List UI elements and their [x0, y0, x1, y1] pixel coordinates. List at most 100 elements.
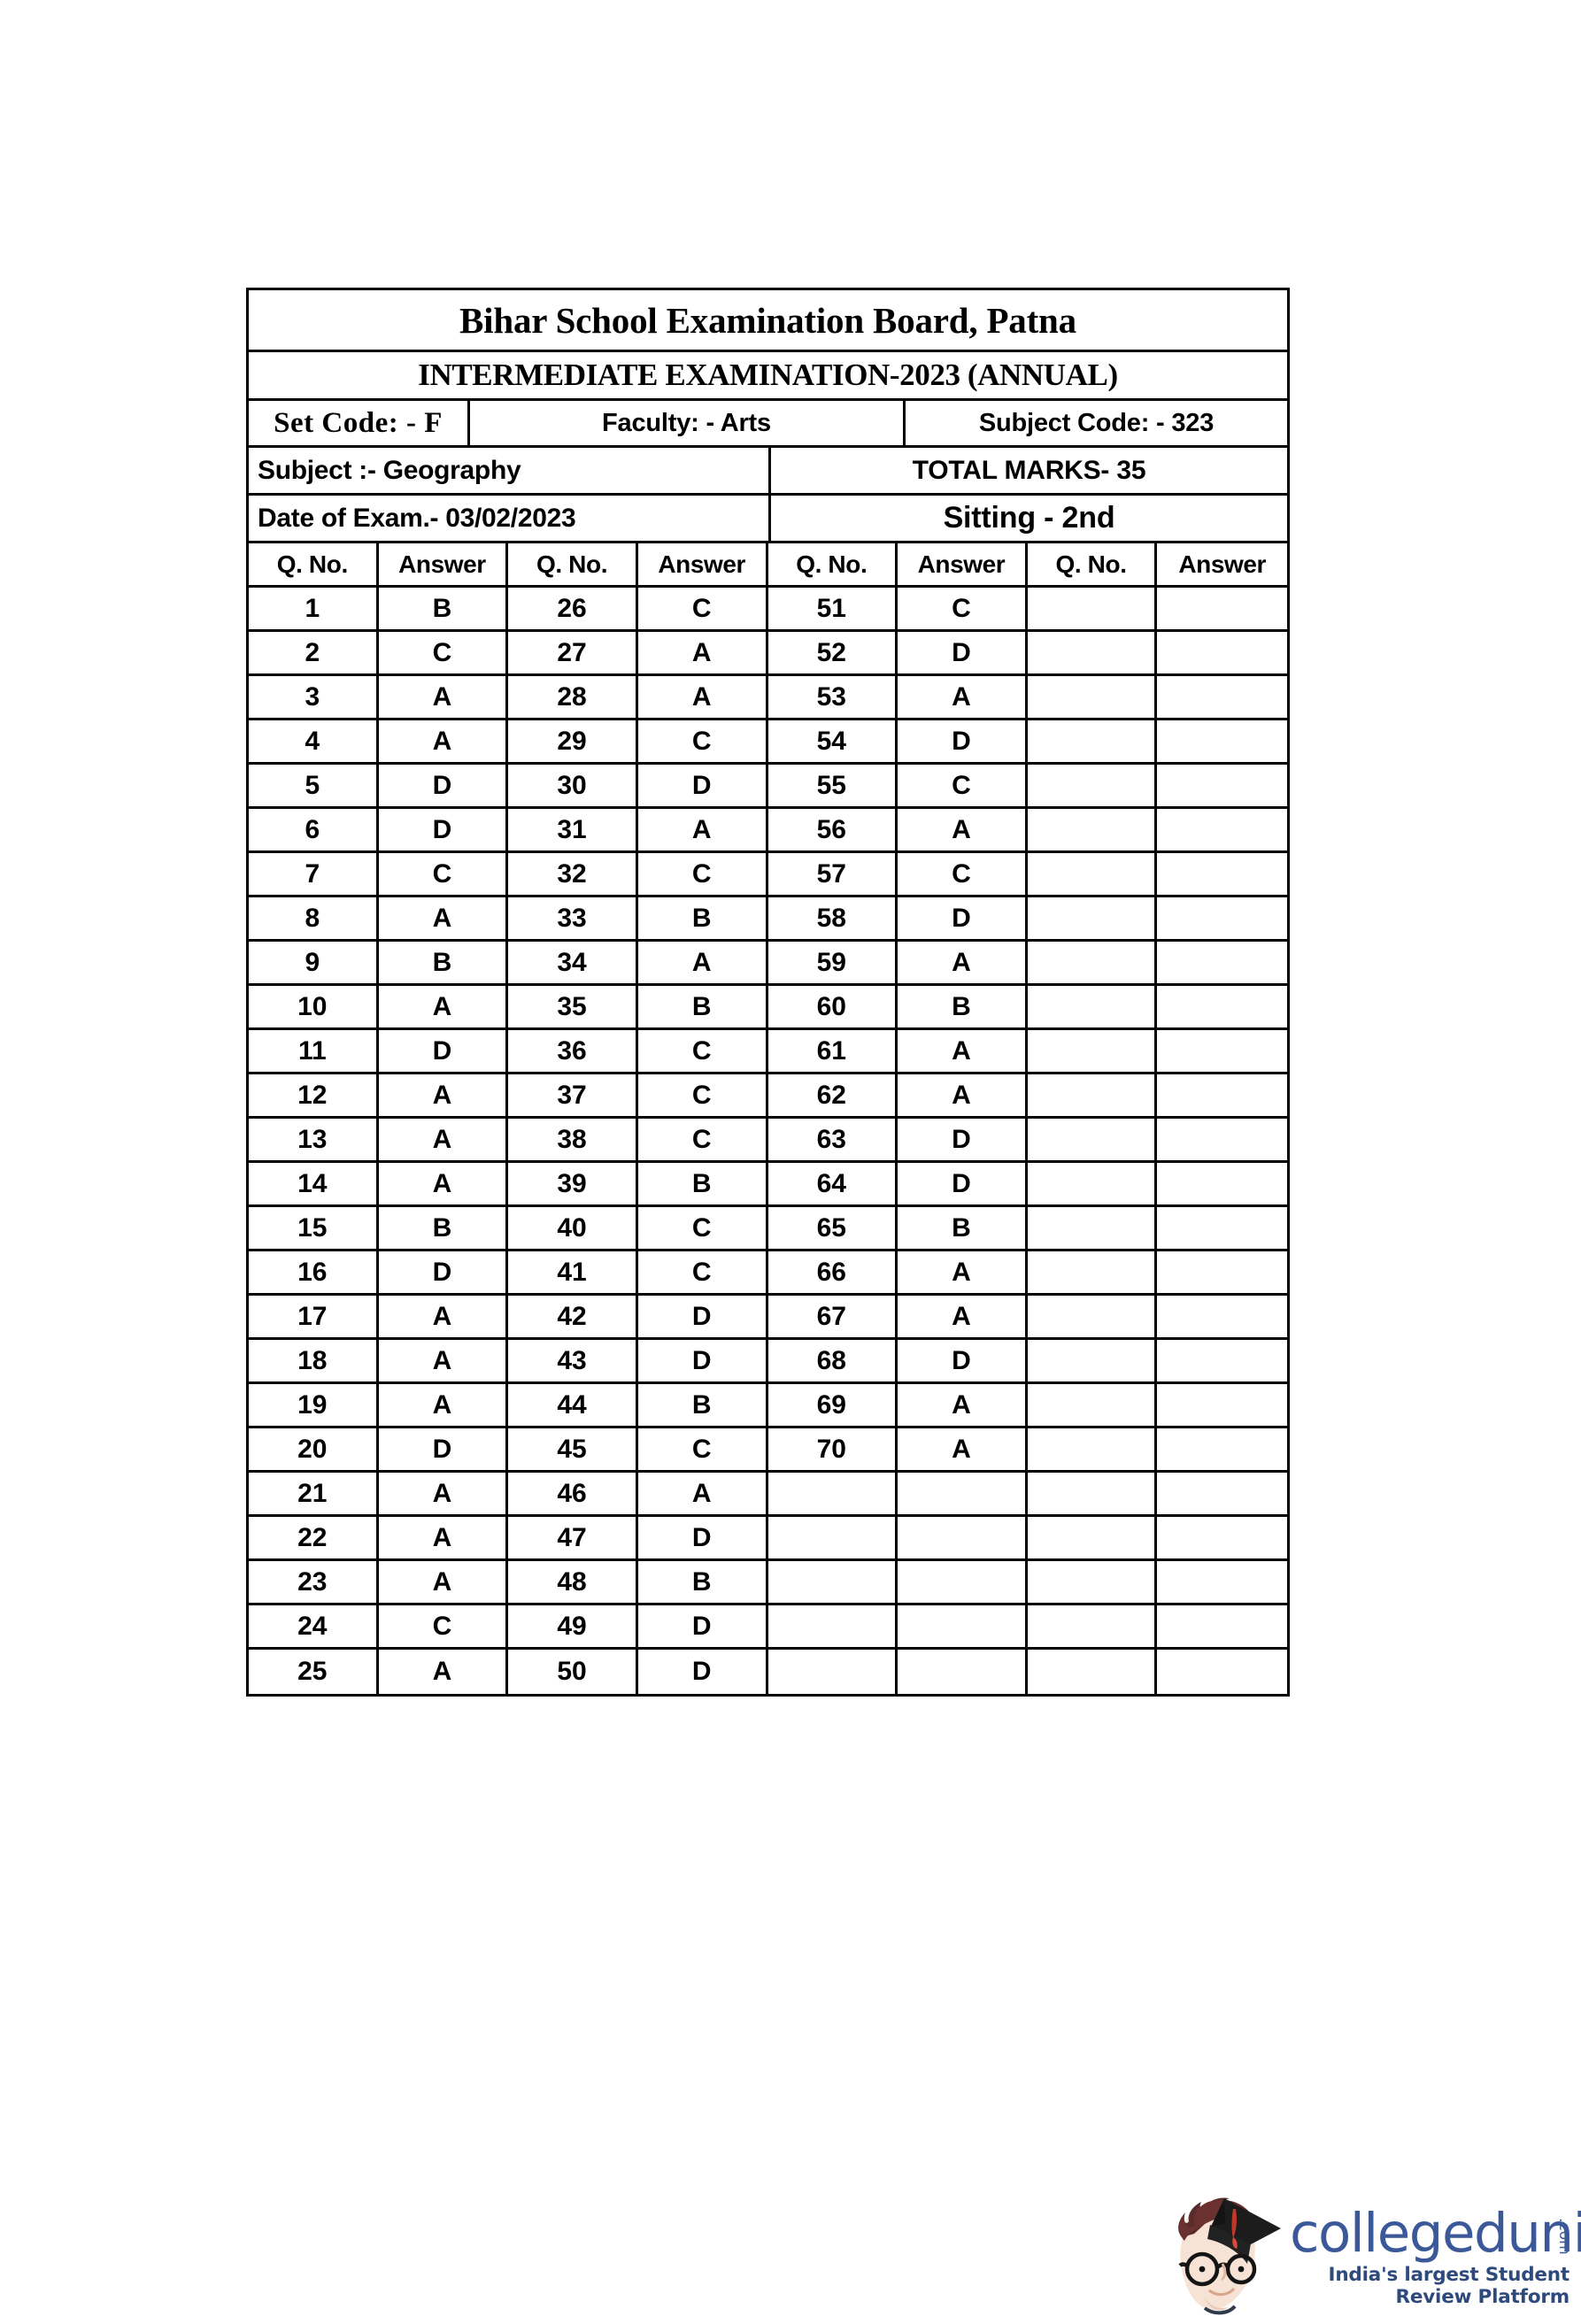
- answer-cell: [1157, 1207, 1287, 1249]
- table-row: 3 A 28 A 53 A: [249, 676, 1287, 720]
- question-number-cell: 21: [249, 1473, 379, 1514]
- answer-cell: C: [638, 588, 768, 629]
- question-number-cell: [1028, 897, 1158, 939]
- question-number-cell: 8: [249, 897, 379, 939]
- answer-cell: [898, 1650, 1028, 1694]
- question-number-cell: 6: [249, 809, 379, 850]
- answer-cell: B: [379, 588, 509, 629]
- answer-key-sheet: Bihar School Examination Board, Patna IN…: [246, 288, 1290, 1697]
- answer-cell: D: [379, 1030, 509, 1072]
- question-number-cell: [1028, 1561, 1158, 1603]
- answer-cell: C: [638, 1030, 768, 1072]
- date-row: Date of Exam.- 03/02/2023 Sitting - 2nd: [249, 496, 1287, 543]
- question-number-cell: 54: [768, 720, 898, 762]
- answer-cell: C: [638, 720, 768, 762]
- sitting-value: Sitting - 2nd: [943, 501, 1115, 535]
- question-number-cell: 56: [768, 809, 898, 850]
- answer-cell: A: [379, 1074, 509, 1116]
- answer-cell: [1157, 1030, 1287, 1072]
- answer-cell: C: [638, 1251, 768, 1293]
- answer-cell: [898, 1561, 1028, 1603]
- question-number-cell: [1028, 809, 1158, 850]
- answer-cell: [1157, 1163, 1287, 1204]
- question-number-cell: 30: [508, 765, 638, 806]
- answer-cell: A: [898, 942, 1028, 983]
- question-number-cell: 14: [249, 1163, 379, 1204]
- table-row: 2 C 27 A 52 D: [249, 632, 1287, 676]
- question-number-cell: [1028, 853, 1158, 895]
- answer-cell: B: [638, 1561, 768, 1603]
- question-number-cell: 3: [249, 676, 379, 718]
- question-number-cell: 37: [508, 1074, 638, 1116]
- question-number-cell: [768, 1473, 898, 1514]
- question-number-cell: [768, 1517, 898, 1558]
- table-row: 9 B 34 A 59 A: [249, 942, 1287, 986]
- question-number-cell: [1028, 1650, 1158, 1694]
- answer-cell: A: [898, 676, 1028, 718]
- column-header: Answer: [638, 543, 768, 585]
- answer-cell: [1157, 1340, 1287, 1381]
- answer-cell: D: [638, 1517, 768, 1558]
- table-row: 18 A 43 D 68 D: [249, 1340, 1287, 1384]
- answer-cell: [1157, 765, 1287, 806]
- answer-cell: D: [379, 809, 509, 850]
- question-number-cell: 44: [508, 1384, 638, 1426]
- date-of-exam-value: Date of Exam.- 03/02/2023: [249, 496, 771, 541]
- collegedunia-watermark: collegedunia .com India's largest Studen…: [1155, 2186, 1581, 2319]
- question-number-cell: 69: [768, 1384, 898, 1426]
- question-number-cell: 15: [249, 1207, 379, 1249]
- question-number-cell: 67: [768, 1296, 898, 1337]
- answer-cell: D: [638, 1340, 768, 1381]
- question-number-cell: 11: [249, 1030, 379, 1072]
- answer-cell: A: [379, 986, 509, 1027]
- answer-cell: [1157, 588, 1287, 629]
- question-number-cell: 59: [768, 942, 898, 983]
- answer-cell: [1157, 1119, 1287, 1160]
- question-number-cell: 64: [768, 1163, 898, 1204]
- board-title: Bihar School Examination Board, Patna: [459, 299, 1076, 341]
- answer-cell: [1157, 897, 1287, 939]
- answer-cell: [898, 1605, 1028, 1647]
- question-number-cell: 55: [768, 765, 898, 806]
- answer-cell: C: [898, 765, 1028, 806]
- answer-cell: A: [379, 1163, 509, 1204]
- question-number-cell: [1028, 1473, 1158, 1514]
- answer-cell: A: [379, 897, 509, 939]
- answer-cell: [1157, 1561, 1287, 1603]
- answer-cell: A: [898, 1296, 1028, 1337]
- question-number-cell: [1028, 1296, 1158, 1337]
- table-row: 20 D 45 C 70 A: [249, 1428, 1287, 1473]
- table-row: 21 A 46 A: [249, 1473, 1287, 1517]
- column-header: Answer: [898, 543, 1028, 585]
- answer-cell: [1157, 632, 1287, 673]
- column-header: Answer: [1178, 550, 1267, 578]
- student-mascot-icon: [1178, 2197, 1281, 2315]
- answer-cell: D: [638, 1650, 768, 1694]
- board-title-row: Bihar School Examination Board, Patna: [249, 290, 1287, 352]
- answer-table-body: 1 B 26 C 51 C 2 C 27 A 52 D 3 A 28 A 53 A 4 A 29 C 54 D 5 D 30 D 55 C…: [249, 588, 1287, 1694]
- table-row: 12 A 37 C 62 A: [249, 1074, 1287, 1119]
- question-number-cell: 33: [508, 897, 638, 939]
- answer-cell: C: [638, 1119, 768, 1160]
- answer-cell: [1157, 1473, 1287, 1514]
- answer-cell: D: [898, 720, 1028, 762]
- answer-cell: D: [379, 765, 509, 806]
- answer-cell: [1157, 1384, 1287, 1426]
- answer-cell: [1157, 720, 1287, 762]
- table-row: 11 D 36 C 61 A: [249, 1030, 1287, 1074]
- question-number-cell: 45: [508, 1428, 638, 1470]
- column-header: Q. No.: [249, 543, 379, 585]
- answer-cell: A: [638, 809, 768, 850]
- question-number-cell: [1028, 1340, 1158, 1381]
- answer-cell: A: [638, 676, 768, 718]
- question-number-cell: 22: [249, 1517, 379, 1558]
- answer-cell: [1157, 1074, 1287, 1116]
- answer-cell: A: [898, 1428, 1028, 1470]
- answer-cell: [898, 1517, 1028, 1558]
- question-number-cell: 18: [249, 1340, 379, 1381]
- answer-cell: D: [898, 897, 1028, 939]
- answer-cell: [1157, 986, 1287, 1027]
- question-number-cell: [1028, 765, 1158, 806]
- answer-cell: B: [638, 986, 768, 1027]
- question-number-cell: 7: [249, 853, 379, 895]
